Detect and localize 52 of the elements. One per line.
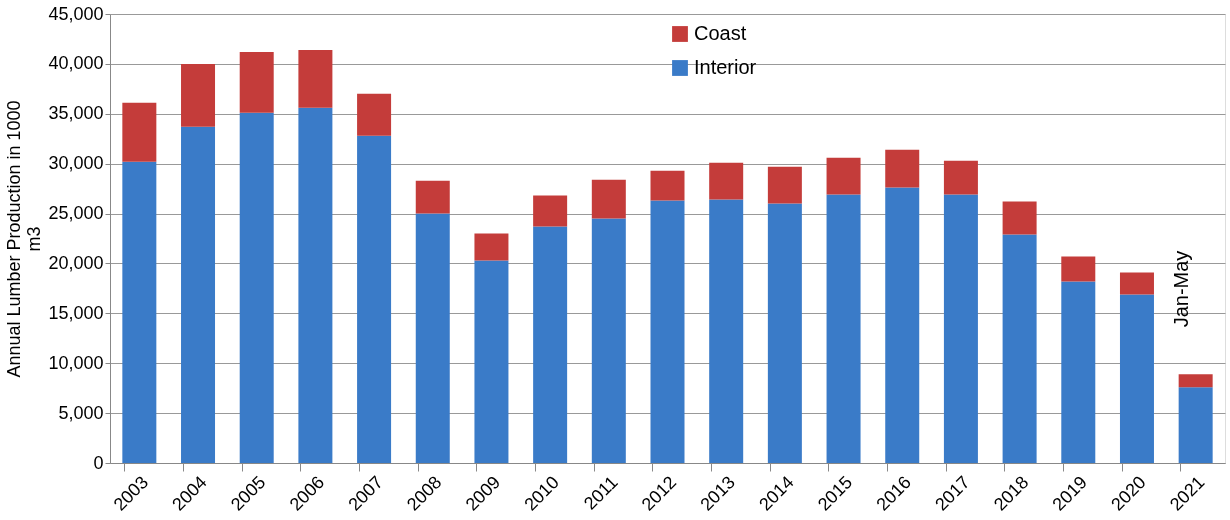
bar (181, 63, 216, 127)
bar (943, 160, 978, 195)
bar (181, 126, 216, 463)
y-tick-label: 35,000 (48, 103, 104, 124)
y-tick-label: 15,000 (48, 302, 104, 323)
y-axis-title: Annual Lumber Production in 1000 m3 (4, 100, 45, 378)
bar (591, 218, 626, 463)
bar (415, 180, 450, 214)
bar (474, 260, 509, 463)
legend-label: Interior (694, 56, 757, 78)
y-tick-label: 5,000 (58, 402, 104, 423)
bar (1061, 256, 1096, 282)
annotation: Jan-May (1170, 250, 1192, 328)
bar (357, 135, 392, 463)
bar (474, 233, 509, 261)
bar (943, 194, 978, 463)
bar (1002, 201, 1037, 235)
y-tick-label: 30,000 (48, 153, 104, 174)
bar (1002, 234, 1037, 463)
bar (826, 157, 861, 195)
bar (415, 213, 450, 463)
y-tick-label: 10,000 (48, 352, 104, 373)
bar (122, 161, 157, 463)
bar (709, 199, 744, 463)
bar (709, 162, 744, 200)
bar (1119, 272, 1154, 295)
bar (357, 93, 392, 136)
bar (591, 179, 626, 219)
bar (767, 166, 802, 204)
bar (1178, 387, 1213, 463)
bar (885, 149, 920, 188)
bar (298, 49, 333, 108)
bar (650, 200, 685, 463)
bar (533, 226, 568, 463)
y-tick-label: 0 (93, 452, 104, 473)
bar (767, 203, 802, 463)
y-tick-label: 20,000 (48, 252, 104, 273)
legend-label: Coast (694, 22, 747, 44)
bar (1178, 374, 1213, 388)
bar (885, 187, 920, 463)
y-tick-label: 25,000 (48, 203, 104, 224)
bar (239, 51, 274, 113)
bar (239, 112, 274, 463)
y-tick-label: 40,000 (48, 53, 104, 74)
bar (826, 194, 861, 463)
bar (650, 170, 685, 201)
y-tick-label: 45,000 (48, 3, 104, 24)
bar (533, 195, 568, 227)
bar (1119, 294, 1154, 463)
bar (122, 102, 157, 162)
bar (1061, 281, 1096, 463)
bar (298, 107, 333, 463)
